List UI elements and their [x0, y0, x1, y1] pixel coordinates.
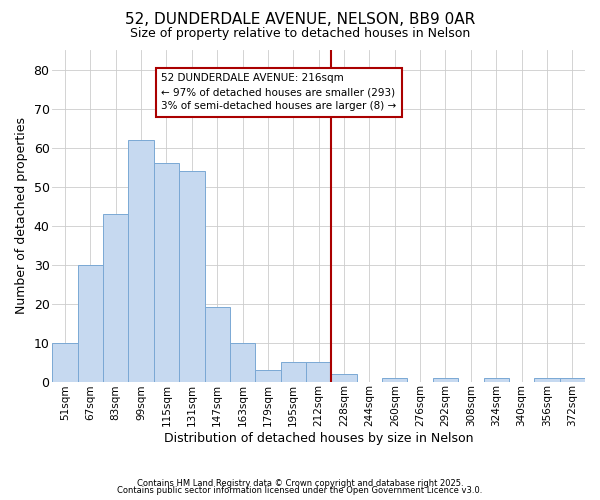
Y-axis label: Number of detached properties: Number of detached properties — [15, 118, 28, 314]
Bar — [230, 342, 255, 382]
Bar — [560, 378, 585, 382]
Text: Size of property relative to detached houses in Nelson: Size of property relative to detached ho… — [130, 28, 470, 40]
Bar — [128, 140, 154, 382]
Bar — [154, 163, 179, 382]
Bar — [255, 370, 281, 382]
Text: Contains HM Land Registry data © Crown copyright and database right 2025.: Contains HM Land Registry data © Crown c… — [137, 478, 463, 488]
Bar — [534, 378, 560, 382]
Bar — [179, 171, 205, 382]
X-axis label: Distribution of detached houses by size in Nelson: Distribution of detached houses by size … — [164, 432, 473, 445]
Bar — [52, 342, 77, 382]
Bar — [205, 308, 230, 382]
Bar — [77, 264, 103, 382]
Bar — [281, 362, 306, 382]
Text: Contains public sector information licensed under the Open Government Licence v3: Contains public sector information licen… — [118, 486, 482, 495]
Text: 52, DUNDERDALE AVENUE, NELSON, BB9 0AR: 52, DUNDERDALE AVENUE, NELSON, BB9 0AR — [125, 12, 475, 28]
Bar — [306, 362, 331, 382]
Bar — [484, 378, 509, 382]
Bar — [433, 378, 458, 382]
Bar — [382, 378, 407, 382]
Text: 52 DUNDERDALE AVENUE: 216sqm
← 97% of detached houses are smaller (293)
3% of se: 52 DUNDERDALE AVENUE: 216sqm ← 97% of de… — [161, 74, 397, 112]
Bar — [103, 214, 128, 382]
Bar — [331, 374, 357, 382]
